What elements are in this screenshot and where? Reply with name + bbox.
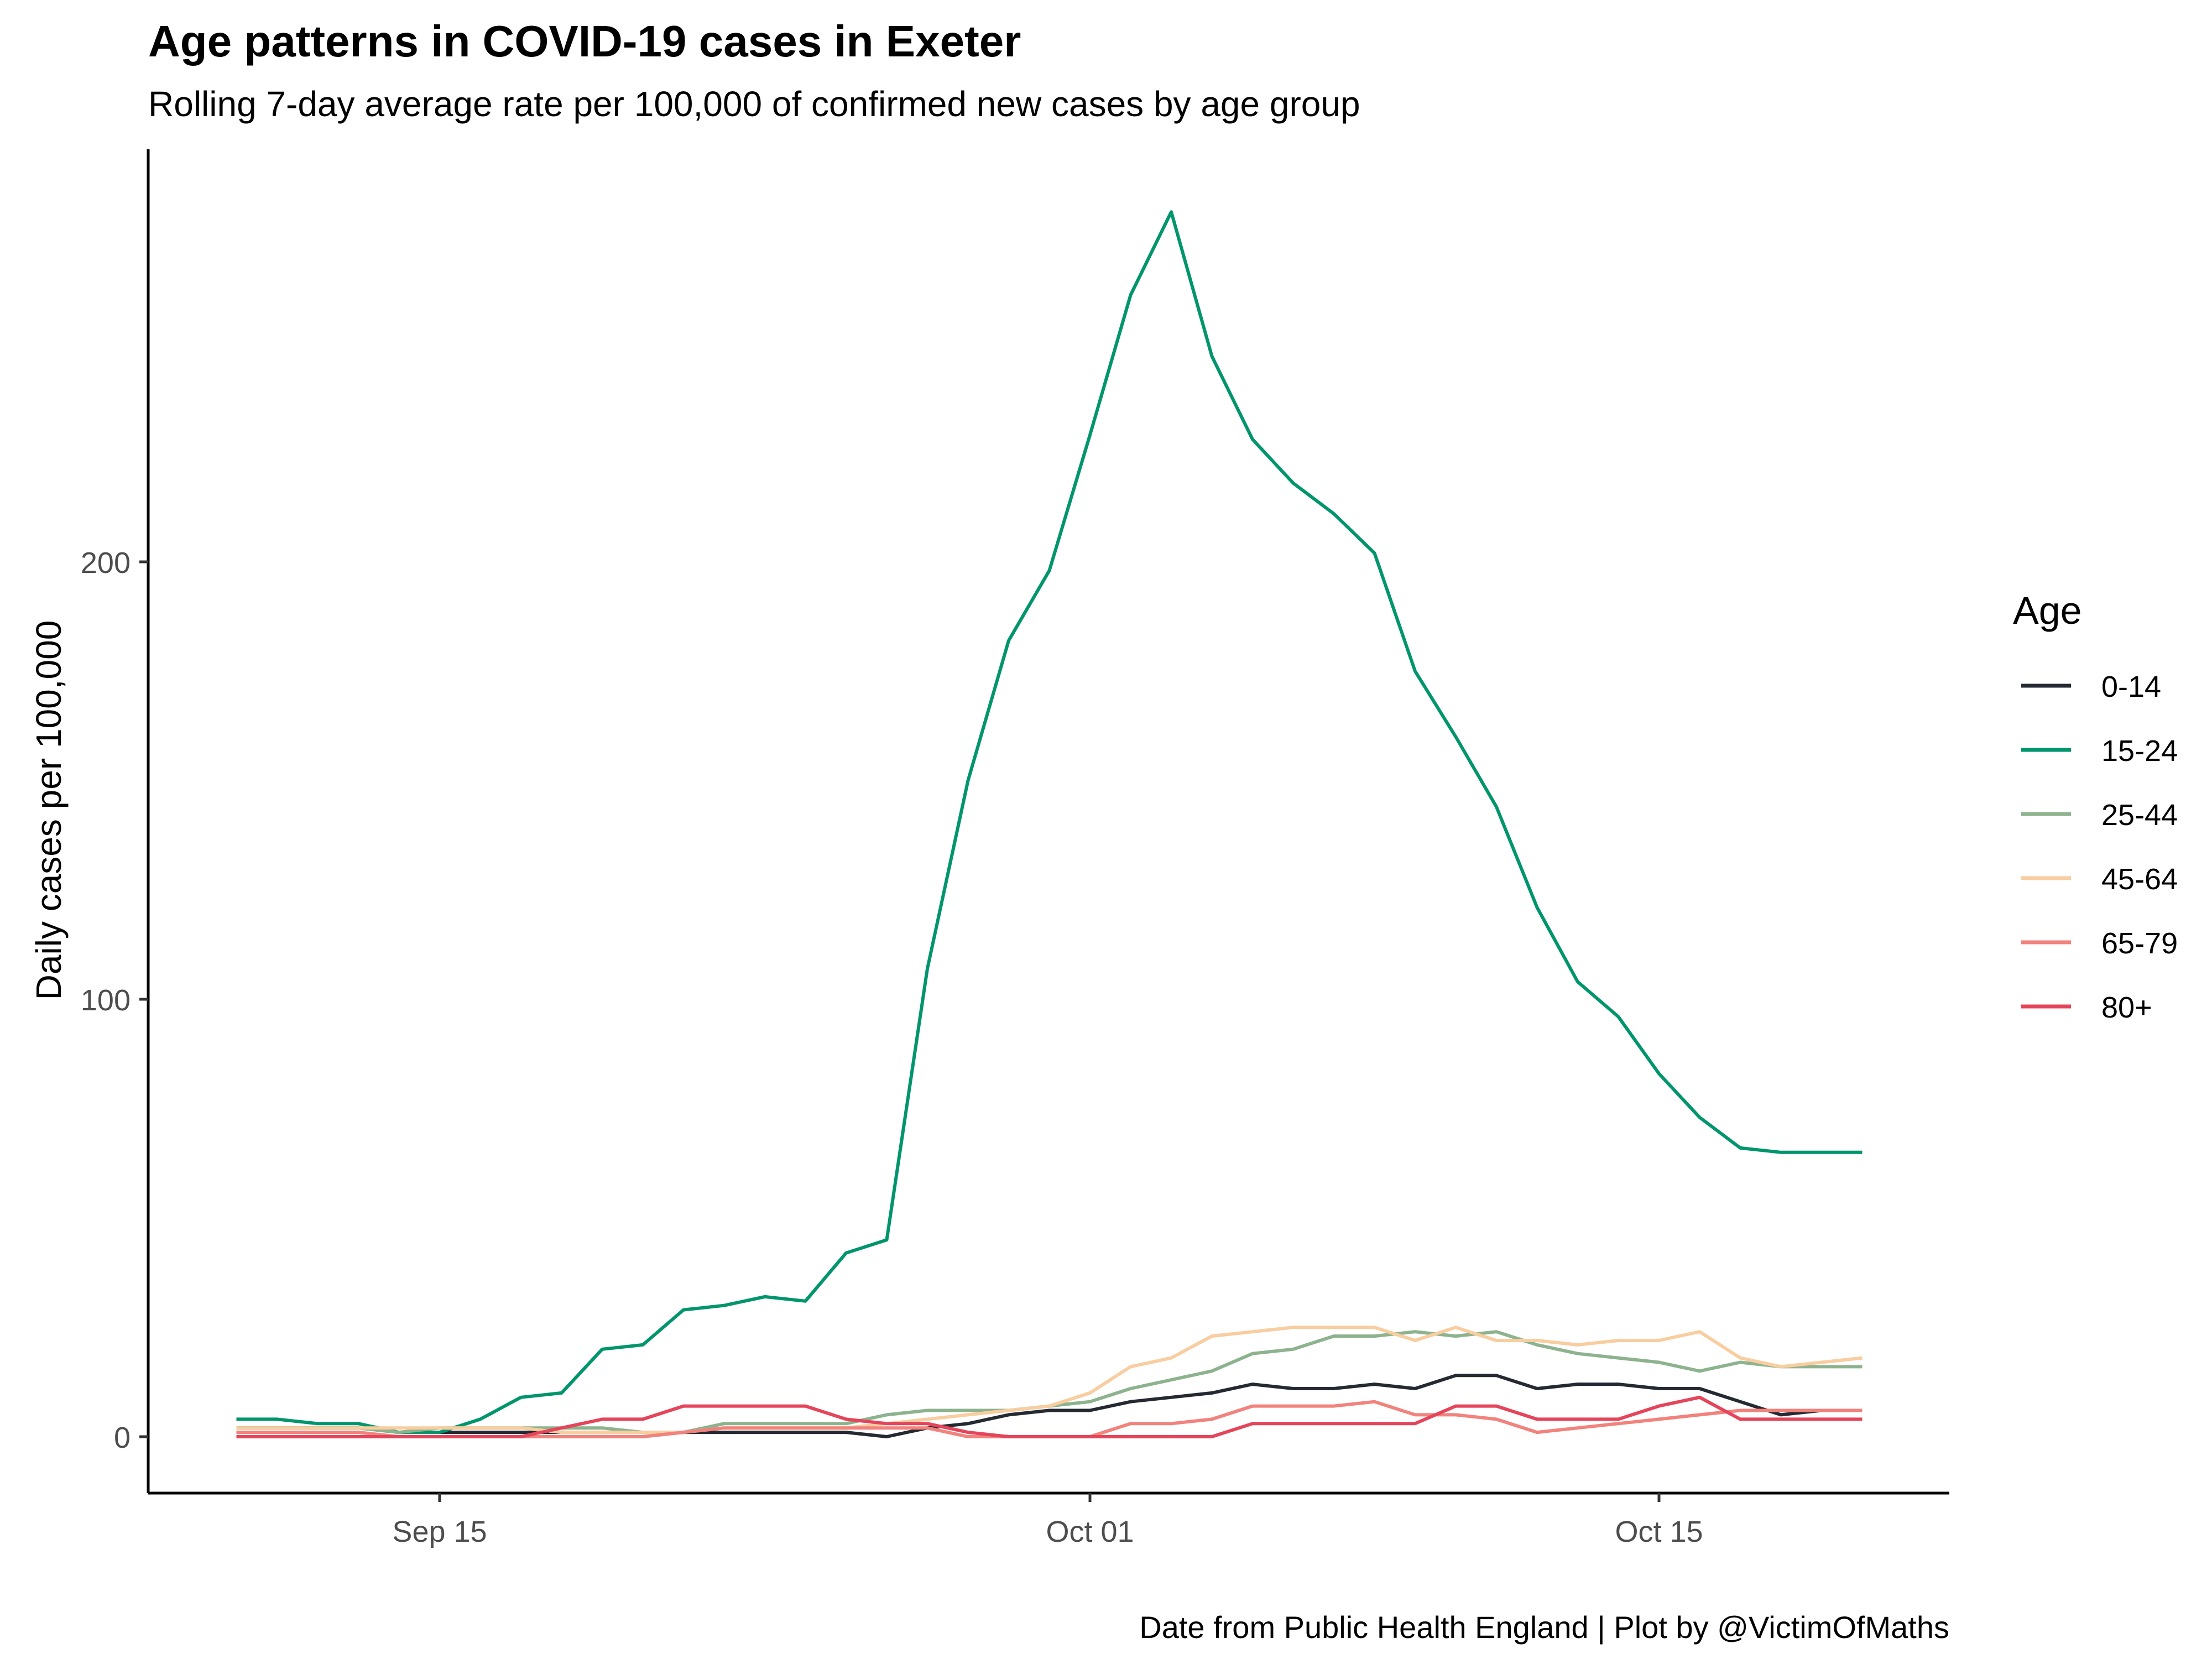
- series-layer: [236, 210, 1863, 1438]
- legend-item-45-64: 45-64: [2021, 863, 2178, 896]
- legend: Age 0-14 15-24 25-44 45-64 65-79 80+: [2013, 589, 2178, 1024]
- series-line-25-44: [236, 1330, 1863, 1434]
- x-tick-label: Oct 01: [1046, 1515, 1134, 1548]
- legend-label: 45-64: [2101, 863, 2178, 896]
- legend-item-65-79: 65-79: [2021, 927, 2178, 960]
- legend-item-80+: 80+: [2021, 991, 2152, 1024]
- series-line-0-14: [236, 1374, 1863, 1438]
- legend-label: 65-79: [2101, 927, 2178, 960]
- x-tick-label: Oct 15: [1615, 1515, 1703, 1548]
- legend-label: 0-14: [2101, 670, 2161, 703]
- x-tick-label: Sep 15: [392, 1515, 487, 1548]
- legend-label: 15-24: [2101, 734, 2178, 768]
- chart-subtitle: Rolling 7-day average rate per 100,000 o…: [148, 84, 1360, 124]
- y-axis-ticks: 0 100 200: [81, 546, 148, 1454]
- series-line-80+: [236, 1395, 1863, 1438]
- legend-label: 25-44: [2101, 799, 2178, 832]
- y-tick-label: 200: [81, 546, 131, 580]
- y-tick-label: 0: [114, 1421, 131, 1454]
- series-line-45-64: [236, 1326, 1863, 1434]
- legend-title: Age: [2013, 589, 2082, 632]
- chart-caption: Date from Public Health England | Plot b…: [1139, 1610, 1949, 1645]
- series-line-15-24: [236, 210, 1863, 1434]
- y-tick-label: 100: [81, 984, 131, 1017]
- legend-item-25-44: 25-44: [2021, 799, 2178, 832]
- plot-area: 0 100 200 Sep 15 Oct 01 Oct 15: [81, 149, 1949, 1548]
- x-axis-ticks: Sep 15 Oct 01 Oct 15: [392, 1493, 1703, 1548]
- legend-item-0-14: 0-14: [2021, 670, 2161, 703]
- legend-item-15-24: 15-24: [2021, 734, 2178, 768]
- y-axis-label: Daily cases per 100,000: [29, 620, 69, 1000]
- chart-title: Age patterns in COVID-19 cases in Exeter: [148, 17, 1021, 66]
- legend-label: 80+: [2101, 991, 2152, 1024]
